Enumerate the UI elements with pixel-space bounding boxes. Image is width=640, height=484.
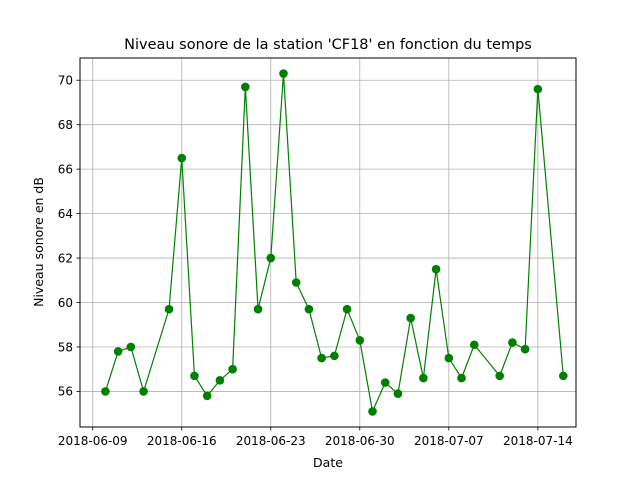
data-point — [444, 353, 454, 363]
data-point — [126, 342, 136, 352]
plot-area-background — [80, 58, 576, 427]
x-tick-label: 2018-06-30 — [325, 434, 395, 448]
data-point — [469, 340, 479, 350]
data-point — [457, 373, 466, 383]
data-point — [279, 69, 288, 78]
data-point — [533, 84, 543, 94]
data-point — [431, 264, 441, 274]
data-point — [368, 407, 377, 416]
x-axis-label: Date — [313, 455, 343, 470]
series-line — [104, 72, 564, 413]
data-point — [520, 344, 530, 354]
data-point — [113, 347, 123, 356]
data-point — [266, 253, 276, 263]
grid — [80, 58, 576, 427]
y-tick-label: 62 — [58, 251, 73, 265]
y-tick-label: 60 — [58, 296, 73, 310]
data-point — [190, 371, 199, 381]
y-tick-label: 66 — [58, 162, 73, 176]
data-point — [304, 304, 314, 314]
ticks: 2018-06-09 2018-06-16 2018-06-23 2018-06-30… — [58, 74, 573, 448]
data-point — [342, 304, 352, 314]
data-point — [241, 82, 250, 92]
y-tick-label: 64 — [58, 207, 73, 221]
data-point — [291, 278, 301, 287]
data-point — [558, 371, 568, 381]
y-tick-label: 68 — [58, 118, 73, 132]
data-point — [215, 376, 225, 385]
data-point — [380, 378, 390, 387]
data-point — [139, 387, 148, 396]
data-point — [495, 371, 504, 381]
y-tick-label: 58 — [58, 340, 73, 354]
series-layer — [101, 69, 568, 416]
data-point — [101, 387, 110, 396]
data-point — [253, 304, 263, 314]
data-point — [202, 391, 212, 401]
x-tick-label: 2018-07-14 — [503, 434, 573, 448]
data-point — [355, 336, 365, 345]
data-point — [330, 351, 339, 361]
x-tick-label: 2018-06-09 — [58, 434, 128, 448]
data-point — [406, 313, 415, 323]
y-axis-label: Niveau sonore en dB — [31, 177, 46, 307]
data-point — [228, 364, 237, 374]
data-point — [393, 389, 403, 398]
x-tick-label: 2018-06-23 — [236, 434, 306, 448]
data-point — [419, 373, 428, 383]
x-tick-label: 2018-06-16 — [147, 434, 217, 448]
chart-title: Niveau sonore de la station 'CF18' en fo… — [124, 37, 532, 53]
x-tick-label: 2018-07-07 — [414, 434, 484, 448]
plot-area-frame — [79, 57, 577, 428]
data-point — [164, 304, 174, 314]
data-point — [317, 353, 326, 363]
data-point — [177, 153, 187, 163]
y-tick-label: 70 — [58, 74, 73, 88]
y-tick-label: 56 — [58, 385, 73, 399]
data-point — [508, 338, 517, 347]
